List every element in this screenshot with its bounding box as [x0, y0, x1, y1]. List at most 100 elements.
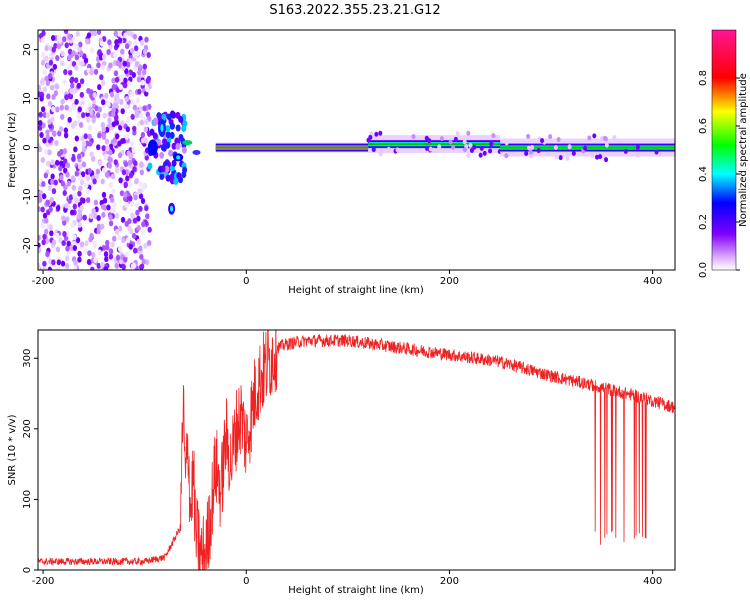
- noise-cell: [72, 234, 77, 241]
- noise-cell: [120, 108, 125, 115]
- carrier-speckle: [658, 151, 663, 157]
- noise-cell: [91, 251, 96, 258]
- noise-cell: [146, 52, 151, 59]
- noise-cell: [127, 159, 133, 166]
- noise-cell: [81, 141, 87, 148]
- noise-cell: [80, 60, 85, 67]
- noise-cell: [95, 112, 101, 119]
- noise-cell: [92, 92, 97, 99]
- noise-cell: [59, 104, 65, 111]
- noise-cell: [64, 262, 70, 269]
- noise-cell: [114, 76, 120, 83]
- noise-cell: [88, 213, 94, 220]
- burst-cell: [164, 165, 170, 173]
- noise-cell: [144, 205, 149, 212]
- noise-cell: [103, 153, 109, 160]
- burst-cell: [165, 141, 171, 149]
- noise-cell: [81, 197, 86, 204]
- noise-cell: [133, 40, 138, 47]
- noise-cell: [57, 130, 62, 137]
- noise-cell: [108, 143, 114, 150]
- noise-cell: [47, 149, 52, 156]
- colorbar-gradient: [711, 29, 737, 271]
- carrier-speckle: [379, 149, 384, 155]
- noise-cell: [111, 121, 117, 128]
- noise-cell: [63, 127, 69, 134]
- noise-cell: [76, 113, 81, 120]
- noise-cell: [138, 193, 144, 200]
- noise-cell: [58, 165, 63, 172]
- noise-cell: [107, 162, 112, 169]
- carrier-speckle: [530, 144, 535, 150]
- noise-cell: [77, 106, 82, 113]
- noise-cell: [93, 213, 98, 220]
- colorbar-tick-label: 0.0: [698, 262, 709, 278]
- noise-cell: [73, 146, 78, 153]
- burst-cell: [165, 174, 171, 182]
- noise-cell: [60, 60, 65, 67]
- noise-cell: [45, 251, 50, 258]
- noise-cell: [104, 92, 109, 99]
- noise-cell: [142, 105, 147, 112]
- noise-cell: [108, 122, 113, 129]
- noise-cell: [110, 241, 115, 248]
- noise-cell: [100, 203, 106, 210]
- noise-cell: [122, 37, 127, 44]
- noise-cell: [109, 196, 115, 203]
- noise-cell: [110, 207, 115, 214]
- noise-cell: [91, 207, 96, 214]
- noise-cell: [85, 197, 91, 204]
- noise-cell: [44, 75, 49, 82]
- noise-cell: [71, 155, 76, 162]
- carrier-speckle: [567, 144, 572, 150]
- noise-cell: [130, 98, 135, 105]
- noise-cell: [41, 193, 47, 200]
- noise-cell: [140, 198, 146, 205]
- carrier-speckle: [371, 147, 376, 153]
- carrier-speckle: [411, 134, 416, 140]
- noise-cell: [42, 233, 47, 240]
- burst-cell: [159, 151, 165, 159]
- noise-cell: [123, 77, 128, 84]
- noise-cell: [113, 30, 119, 37]
- noise-cell: [97, 106, 103, 113]
- noise-cell: [126, 150, 131, 157]
- burst-cell: [152, 117, 158, 125]
- noise-cell: [87, 250, 92, 257]
- noise-cell: [138, 181, 143, 188]
- carrier-speckle: [479, 145, 484, 151]
- noise-cell: [112, 102, 118, 109]
- noise-cell: [56, 43, 62, 50]
- noise-cell: [140, 229, 146, 236]
- x-tick-label: 200: [440, 576, 459, 587]
- noise-cell: [132, 247, 138, 254]
- spectrogram-panel: -200 0 200 400 20 10 0 -10 -20 Height of straigh…: [7, 29, 676, 296]
- noise-cell: [96, 62, 101, 69]
- noise-cell: [48, 224, 53, 231]
- burst-cell: [171, 159, 177, 167]
- noise-cell: [75, 237, 81, 244]
- burst-cell: [175, 124, 181, 132]
- noise-cell: [58, 126, 64, 133]
- noise-cell: [84, 38, 90, 45]
- colorbar-tick-label: 0.8: [698, 70, 709, 86]
- noise-cell: [108, 181, 113, 188]
- noise-cell: [118, 225, 123, 232]
- noise-cell: [50, 35, 56, 42]
- noise-cell: [74, 64, 79, 71]
- noise-cell: [124, 96, 130, 103]
- noise-cell: [105, 145, 110, 152]
- snr-axes: -200 0 200 400 300 200 100 0: [22, 349, 662, 587]
- noise-cell: [51, 239, 57, 246]
- noise-cell: [103, 266, 109, 270]
- noise-cell: [105, 244, 110, 251]
- noise-cell: [120, 120, 125, 127]
- noise-cell: [110, 173, 116, 180]
- noise-cell: [142, 69, 147, 76]
- noise-cell: [112, 201, 117, 208]
- noise-cell: [137, 188, 142, 195]
- carrier-speckle: [536, 148, 541, 154]
- noise-cell: [117, 245, 123, 252]
- noise-cell: [109, 91, 115, 98]
- noise-cell: [55, 246, 61, 253]
